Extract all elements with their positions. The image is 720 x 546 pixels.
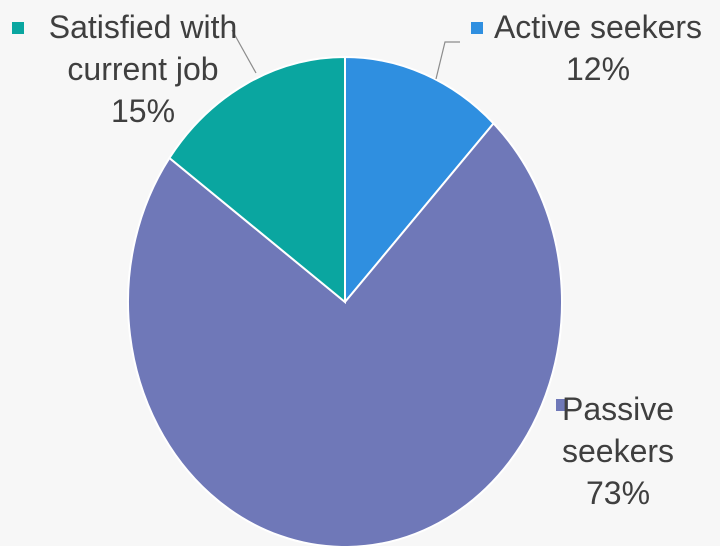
data-label-name-passive-seekers: seekers [562, 433, 674, 469]
pie-slice-active-seekers [344, 55, 495, 305]
data-label-value-active-seekers: 12% [566, 51, 630, 87]
legend-marker-satisfied-with-current-job [12, 22, 24, 34]
data-label-name-satisfied-with-current-job: Satisfied with [49, 9, 238, 45]
leader-line-satisfied-with-current-job [231, 29, 257, 74]
data-label-name-passive-seekers: Passive [562, 391, 674, 427]
slices-layer [127, 55, 563, 546]
data-label-name-active-seekers: Active seekers [494, 9, 702, 45]
data-labels: Active seekers 12% Passive seekers 73% Satisf… [12, 9, 702, 511]
data-label-value-satisfied-with-current-job: 15% [111, 93, 175, 129]
leader-lines [231, 29, 460, 80]
data-label-name-satisfied-with-current-job: current job [67, 51, 218, 87]
legend-marker-active-seekers [471, 22, 483, 34]
pie-slice-satisfied-with-current-job [168, 55, 346, 305]
data-label-value-passive-seekers: 73% [586, 475, 650, 511]
legend-marker-passive-seekers [556, 399, 568, 411]
leader-line-active-seekers [435, 41, 460, 80]
